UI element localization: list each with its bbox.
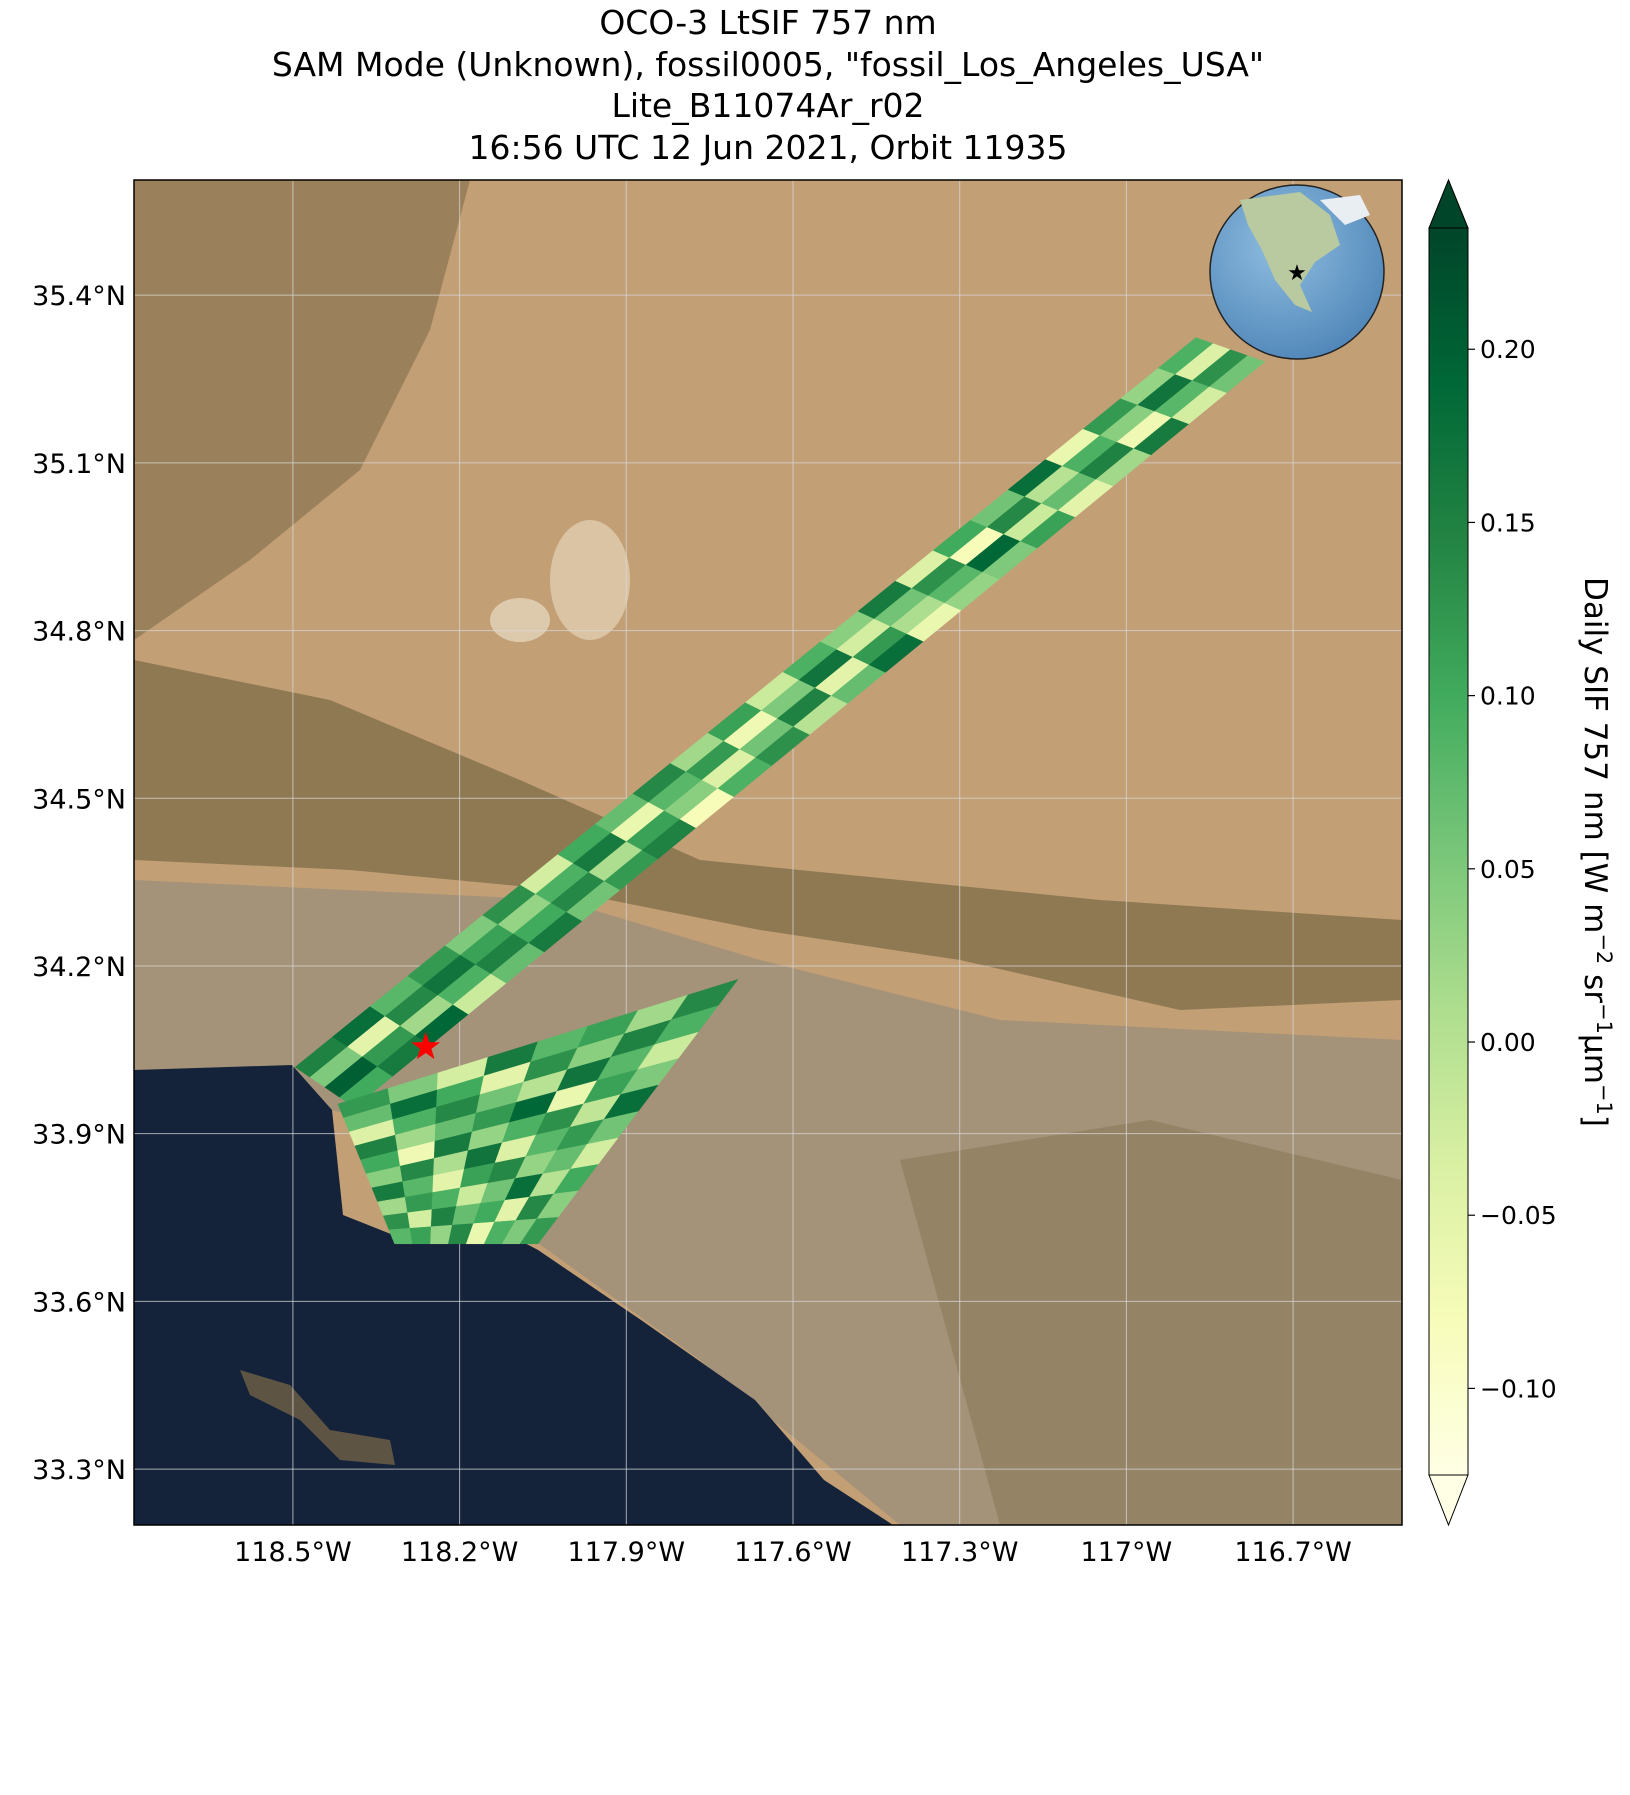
x-tick-label: 117.6°W	[734, 1537, 852, 1568]
swath-cell	[409, 1226, 432, 1245]
mountains	[134, 660, 1402, 1010]
y-tick-label: 33.3°N	[32, 1455, 126, 1486]
credit: Source: NASA/JPL-Caltech	[1122, 1669, 1390, 1693]
label-part: ]	[1577, 1115, 1613, 1127]
y-tick-label: 35.4°N	[32, 281, 126, 312]
colorbar-extend-top	[1428, 178, 1469, 229]
x-tick-label: 118.5°W	[234, 1537, 352, 1568]
x-tick-label: 118.2°W	[401, 1537, 519, 1568]
colorbar-tick-label: −0.10	[1480, 1374, 1557, 1403]
colorbar-body	[1428, 227, 1469, 1476]
credit: Created 12 Dec 2024	[1166, 1641, 1390, 1665]
y-tick-label: 33.9°N	[32, 1120, 126, 1151]
island	[240, 1370, 395, 1465]
x-tick-label: 117.3°W	[901, 1537, 1019, 1568]
swath-cell	[407, 1209, 433, 1229]
greenland	[1320, 195, 1370, 225]
locator-star: ★	[1287, 261, 1307, 286]
x-tick-label: 117.9°W	[568, 1537, 686, 1568]
colorbar-tick-label: 0.10	[1480, 682, 1536, 711]
colorbar-label: Daily SIF 757 nm [W m−2 sr−1μm−1]	[1577, 577, 1616, 1127]
y-tick-label: 34.5°N	[32, 784, 126, 815]
y-tick-label: 35.1°N	[32, 449, 126, 480]
locator-globe: ★	[1209, 184, 1385, 360]
continent	[1240, 192, 1340, 312]
x-tick-label: 116.7°W	[1234, 1537, 1352, 1568]
swath	[294, 337, 1266, 1245]
y-tick-label: 33.6°N	[32, 1287, 126, 1318]
title-line: 16:56 UTC 12 Jun 2021, Orbit 11935	[468, 128, 1067, 167]
label-part: μm	[1577, 1034, 1613, 1084]
y-tick-label: 34.2°N	[32, 952, 126, 983]
ocean	[134, 1065, 893, 1525]
colorbar: −0.10 −0.05 0.00 0.05 0.10 0.15 0.20	[1428, 178, 1557, 1527]
dry-lake	[490, 598, 550, 642]
grid	[134, 180, 1402, 1525]
colorbar-tick-label: −0.05	[1480, 1201, 1557, 1230]
title-line: SAM Mode (Unknown), fossil0005, "fossil_…	[272, 45, 1264, 84]
swath-cell	[519, 1217, 559, 1245]
title-line: Lite_B11074Ar_r02	[611, 86, 924, 125]
colorbar-tick-label: 0.20	[1480, 335, 1536, 364]
dry-lake	[550, 520, 630, 640]
label-sup: −2	[1592, 933, 1616, 964]
label-sup: −1	[1592, 1084, 1616, 1115]
x-tick-label: 117°W	[1081, 1537, 1173, 1568]
label-part: Daily SIF 757 nm [W m	[1577, 577, 1613, 933]
swath-cell	[1209, 355, 1266, 394]
target-marker	[411, 1032, 440, 1060]
colorbar-tick-label: 0.15	[1480, 508, 1536, 537]
hills	[900, 1120, 1402, 1525]
colorbar-tick-label: 0.00	[1480, 1028, 1536, 1057]
label-sup: −1	[1592, 1003, 1616, 1034]
title-line: OCO-3 LtSIF 757 nm	[599, 3, 936, 42]
colorbar-extend-bottom	[1428, 1474, 1469, 1527]
label-part: sr	[1577, 964, 1613, 1003]
axes-frame	[133, 179, 1403, 1526]
colorbar-tick-label: 0.05	[1480, 855, 1536, 884]
y-tick-label: 34.8°N	[32, 617, 126, 648]
